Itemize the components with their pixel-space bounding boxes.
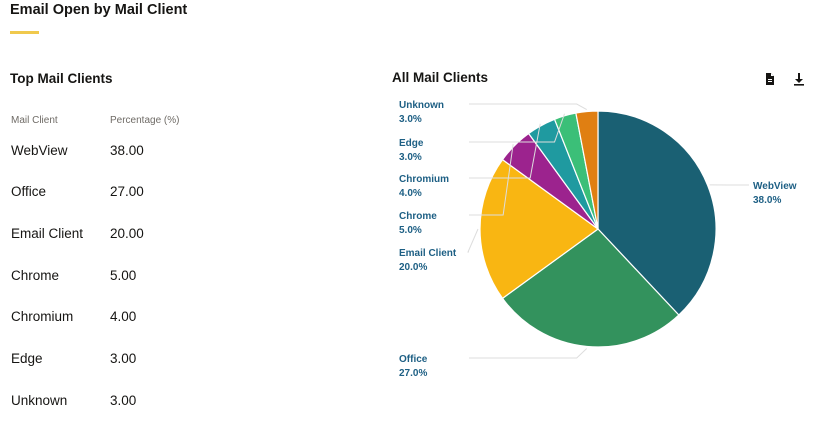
percentage-cell: 38.00 xyxy=(110,143,144,158)
percentage-cell: 3.00 xyxy=(110,393,137,408)
mail-client-cell: Chromium xyxy=(11,309,74,324)
slice-value: 3.0% xyxy=(399,152,422,163)
label-connector xyxy=(469,348,588,359)
table-title: Top Mail Clients xyxy=(10,71,113,86)
pie-slice-webview[interactable] xyxy=(597,110,717,316)
mail-client-cell: Unknown xyxy=(11,393,68,408)
slice-label: Chromium xyxy=(399,174,449,185)
percentage-cell: 4.00 xyxy=(110,309,137,324)
slice-label: Chrome xyxy=(399,211,437,222)
page-title: Email Open by Mail Client xyxy=(10,2,188,18)
slice-value: 4.0% xyxy=(399,188,422,199)
slice-value: 20.0% xyxy=(399,262,427,273)
mail-client-cell: Email Client xyxy=(11,226,84,241)
slice-label: Office xyxy=(399,354,428,365)
column-header-mail-client: Mail Client xyxy=(11,115,58,126)
column-header-percentage: Percentage (%) xyxy=(110,115,180,126)
pie-slice-unknown[interactable] xyxy=(575,110,599,230)
percentage-cell: 3.00 xyxy=(110,351,137,366)
label-connector xyxy=(467,228,479,253)
slice-label: Email Client xyxy=(399,248,457,259)
mail-client-cell: Office xyxy=(11,184,47,199)
download-icon[interactable] xyxy=(792,72,806,86)
mail-client-cell: WebView xyxy=(11,143,68,158)
slice-label: Edge xyxy=(399,138,424,149)
pie-chart: WebView 38.0% Office 27.0% Email Client 20.0%… xyxy=(399,100,797,379)
pie-slice-office[interactable] xyxy=(501,228,680,348)
percentage-cell: 5.00 xyxy=(110,268,137,283)
pie-slice-email-client[interactable] xyxy=(479,158,600,300)
slice-label: Unknown xyxy=(399,100,444,111)
percentage-cell: 20.00 xyxy=(110,226,144,241)
label-connector xyxy=(469,103,587,110)
percentage-cell: 27.00 xyxy=(110,184,144,199)
label-connector xyxy=(469,113,565,143)
title-underline xyxy=(10,31,39,34)
document-icon[interactable] xyxy=(763,72,777,86)
mail-client-cell: Chrome xyxy=(11,268,60,283)
slice-value: 38.0% xyxy=(753,195,781,206)
chart-title: All Mail Clients xyxy=(392,70,489,85)
slice-label: WebView xyxy=(753,181,797,192)
slice-value: 27.0% xyxy=(399,368,427,379)
mail-client-cell: Edge xyxy=(11,351,43,366)
slice-value: 5.0% xyxy=(399,225,422,236)
slice-value: 3.0% xyxy=(399,114,422,125)
label-connector xyxy=(469,144,514,216)
